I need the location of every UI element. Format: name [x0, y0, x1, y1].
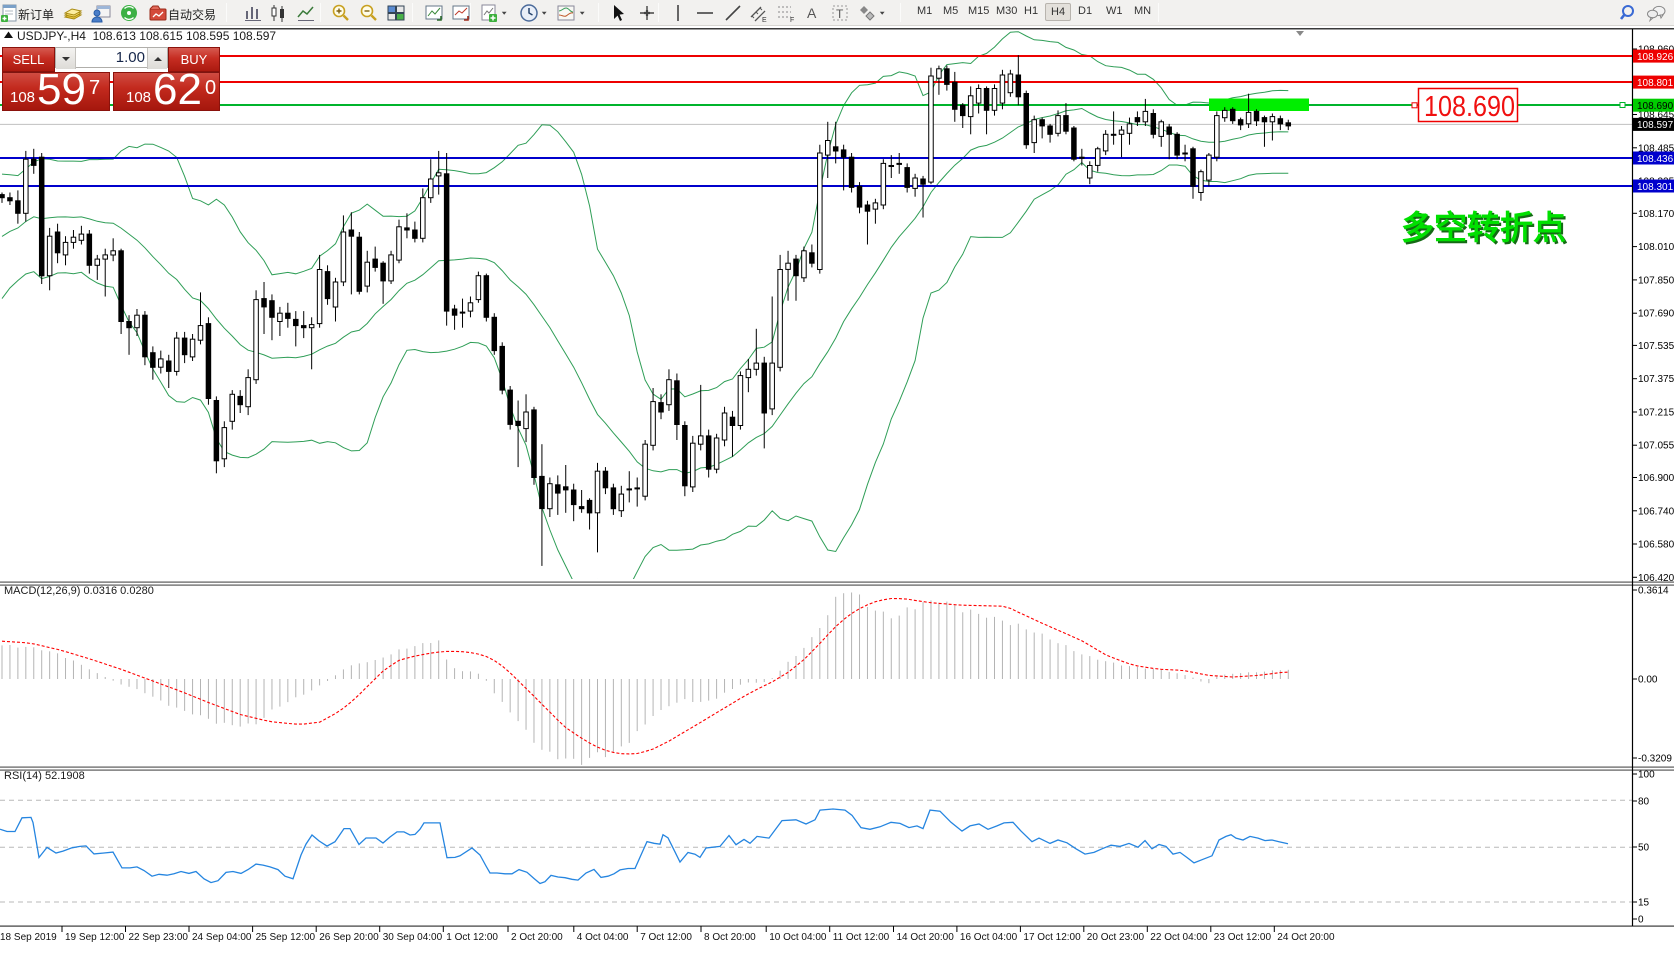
svg-text:50: 50 [1638, 843, 1650, 854]
svg-text:14 Oct 20:00: 14 Oct 20:00 [897, 932, 955, 943]
svg-text:106.900: 106.900 [1638, 473, 1674, 484]
svg-text:-0.3209: -0.3209 [1638, 754, 1672, 765]
svg-text:E: E [762, 17, 767, 23]
svg-text:106.740: 106.740 [1638, 506, 1674, 517]
svg-text:80: 80 [1638, 797, 1650, 808]
svg-text:108.690: 108.690 [1637, 101, 1674, 112]
svg-text:4 Oct 04:00: 4 Oct 04:00 [577, 932, 629, 943]
svg-text:0: 0 [1638, 915, 1644, 926]
svg-text:26 Sep 20:00: 26 Sep 20:00 [319, 932, 379, 943]
svg-text:107.690: 107.690 [1638, 309, 1674, 320]
svg-text:RSI(14) 52.1908: RSI(14) 52.1908 [4, 770, 85, 782]
svg-text:108.926: 108.926 [1637, 52, 1674, 63]
svg-text:108.690: 108.690 [1424, 91, 1515, 123]
svg-text:1 Oct 12:00: 1 Oct 12:00 [446, 932, 498, 943]
svg-text:25 Sep 12:00: 25 Sep 12:00 [256, 932, 316, 943]
svg-text:多空转折点: 多空转折点 [1401, 209, 1566, 246]
svg-text:107.535: 107.535 [1638, 341, 1674, 352]
svg-text:0.00: 0.00 [1638, 675, 1658, 686]
svg-text:108.010: 108.010 [1638, 242, 1674, 253]
svg-text:107.375: 107.375 [1638, 374, 1674, 385]
svg-text:108.436: 108.436 [1637, 154, 1674, 165]
svg-text:108.801: 108.801 [1637, 78, 1674, 89]
svg-text:108.597: 108.597 [1637, 120, 1674, 131]
svg-text:108.645: 108.645 [1638, 110, 1674, 121]
svg-text:USDJPY-,H4 108.613 108.615 10: USDJPY-,H4 108.613 108.615 108.595 108.5… [17, 29, 276, 43]
svg-text:107.215: 107.215 [1638, 408, 1674, 419]
svg-text:108.301: 108.301 [1637, 182, 1674, 193]
svg-text:18 Sep 2019: 18 Sep 2019 [0, 932, 57, 943]
svg-text:22 Sep 23:00: 22 Sep 23:00 [129, 932, 189, 943]
svg-text:15: 15 [1638, 898, 1650, 909]
svg-text:10 Oct 04:00: 10 Oct 04:00 [769, 932, 827, 943]
svg-text:107.055: 107.055 [1638, 441, 1674, 452]
svg-text:A: A [807, 5, 817, 21]
svg-text:24 Sep 04:00: 24 Sep 04:00 [192, 932, 252, 943]
svg-text:8 Oct 20:00: 8 Oct 20:00 [704, 932, 756, 943]
svg-text:16 Oct 04:00: 16 Oct 04:00 [960, 932, 1018, 943]
svg-text:7 Oct 12:00: 7 Oct 12:00 [640, 932, 692, 943]
svg-text:108.170: 108.170 [1638, 209, 1674, 220]
svg-text:2 Oct 20:00: 2 Oct 20:00 [511, 932, 563, 943]
svg-text:T: T [836, 7, 844, 21]
svg-text:30 Sep 04:00: 30 Sep 04:00 [383, 932, 443, 943]
svg-text:19 Sep 12:00: 19 Sep 12:00 [65, 932, 125, 943]
svg-text:24 Oct 20:00: 24 Oct 20:00 [1277, 932, 1335, 943]
svg-text:108.485: 108.485 [1638, 143, 1674, 154]
svg-text:MACD(12,26,9) 0.0316 0.0280: MACD(12,26,9) 0.0316 0.0280 [4, 585, 154, 597]
svg-text:11 Oct 12:00: 11 Oct 12:00 [833, 932, 890, 943]
svg-text:107.850: 107.850 [1638, 275, 1674, 286]
svg-text:17 Oct 12:00: 17 Oct 12:00 [1023, 932, 1081, 943]
svg-text:100: 100 [1638, 770, 1655, 781]
svg-text:23 Oct 12:00: 23 Oct 12:00 [1214, 932, 1272, 943]
svg-text:106.420: 106.420 [1638, 573, 1674, 584]
svg-text:F: F [790, 17, 794, 23]
svg-text:106.580: 106.580 [1638, 540, 1674, 551]
svg-text:22 Oct 04:00: 22 Oct 04:00 [1150, 932, 1208, 943]
svg-text:0.3614: 0.3614 [1638, 586, 1669, 597]
svg-text:20 Oct 23:00: 20 Oct 23:00 [1087, 932, 1145, 943]
